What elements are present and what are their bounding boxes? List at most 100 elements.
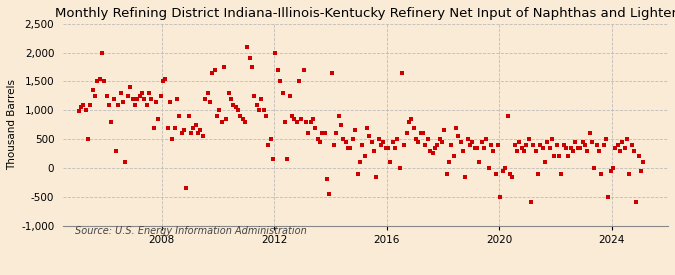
Point [399, 143, 410, 147]
Point [240, 120, 250, 124]
Point [113, 102, 124, 107]
Point [626, 143, 637, 147]
Point [537, 145, 548, 150]
Point [101, 94, 112, 98]
Point [439, 128, 450, 133]
Point [591, 143, 602, 147]
Point [453, 134, 464, 138]
Point [408, 125, 419, 130]
Point [362, 125, 373, 130]
Point [171, 97, 182, 101]
Point [462, 137, 473, 141]
Point [446, 143, 457, 147]
Point [542, 140, 553, 144]
Point [324, 192, 335, 196]
Point [603, 194, 614, 199]
Point [526, 200, 537, 205]
Point [350, 128, 360, 133]
Point [195, 128, 206, 133]
Point [434, 137, 445, 141]
Point [340, 140, 351, 144]
Point [443, 160, 454, 164]
Point [547, 137, 558, 141]
Point [99, 79, 110, 84]
Point [317, 131, 328, 136]
Point [188, 125, 199, 130]
Point [134, 94, 145, 98]
Point [518, 148, 529, 153]
Point [294, 79, 304, 84]
Point [289, 117, 300, 121]
Point [493, 143, 504, 147]
Point [305, 120, 316, 124]
Point [551, 143, 562, 147]
Point [577, 140, 588, 144]
Point [141, 102, 152, 107]
Point [193, 131, 204, 136]
Point [516, 145, 527, 150]
Point [148, 125, 159, 130]
Point [78, 102, 88, 107]
Point [186, 131, 196, 136]
Point [176, 131, 187, 136]
Text: Source: U.S. Energy Information Administration: Source: U.S. Energy Information Administ… [76, 226, 307, 236]
Point [514, 140, 524, 144]
Point [246, 65, 257, 69]
Point [502, 114, 513, 118]
Point [554, 154, 564, 159]
Point [117, 100, 128, 104]
Point [97, 51, 107, 55]
Point [354, 160, 365, 164]
Point [202, 91, 213, 95]
Point [197, 134, 208, 138]
Point [76, 105, 86, 110]
Point [259, 108, 269, 112]
Point [624, 171, 634, 176]
Point [308, 117, 319, 121]
Point [244, 56, 255, 61]
Point [106, 120, 117, 124]
Point [406, 117, 417, 121]
Point [104, 102, 115, 107]
Point [90, 94, 101, 98]
Point [214, 108, 225, 112]
Point [155, 94, 166, 98]
Point [228, 102, 239, 107]
Point [539, 160, 550, 164]
Point [190, 122, 201, 127]
Point [219, 65, 230, 69]
Point [235, 114, 246, 118]
Point [303, 131, 314, 136]
Point [345, 145, 356, 150]
Point [397, 71, 408, 75]
Point [211, 114, 222, 118]
Point [638, 160, 649, 164]
Point [122, 94, 133, 98]
Point [319, 131, 330, 136]
Point [326, 71, 337, 75]
Point [254, 108, 265, 112]
Point [615, 148, 626, 153]
Point [619, 145, 630, 150]
Point [483, 166, 494, 170]
Point [423, 137, 433, 141]
Point [322, 177, 333, 182]
Point [296, 117, 306, 121]
Point [495, 194, 506, 199]
Point [570, 140, 581, 144]
Point [512, 148, 522, 153]
Point [343, 145, 354, 150]
Point [558, 143, 569, 147]
Point [223, 91, 234, 95]
Point [331, 131, 342, 136]
Point [500, 166, 510, 170]
Point [404, 120, 414, 124]
Point [617, 140, 628, 144]
Point [622, 137, 632, 141]
Point [628, 148, 639, 153]
Point [477, 140, 487, 144]
Point [85, 102, 96, 107]
Point [92, 79, 103, 84]
Point [455, 140, 466, 144]
Point [437, 140, 448, 144]
